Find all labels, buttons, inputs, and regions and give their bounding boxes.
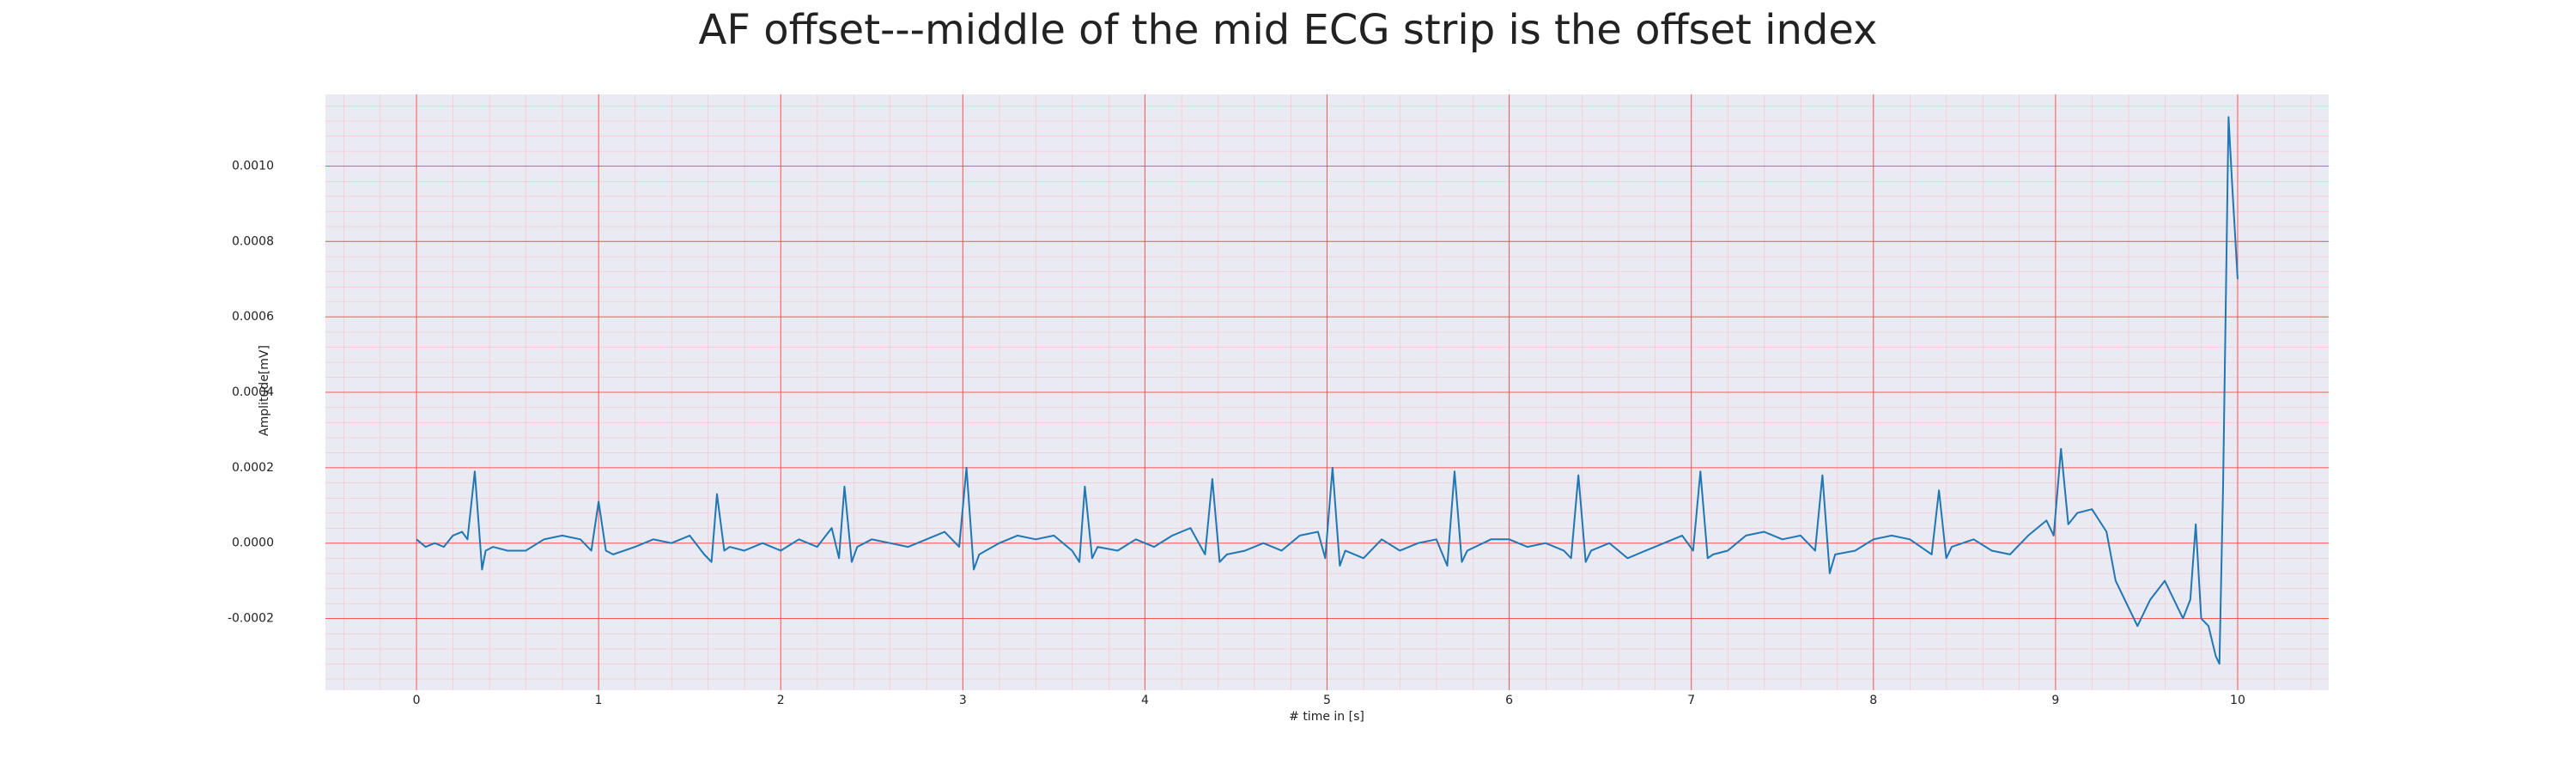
x-tick-label: 5 bbox=[1323, 694, 1331, 707]
x-tick-label: 3 bbox=[959, 694, 967, 707]
x-tick-label: 2 bbox=[777, 694, 785, 707]
y-tick-label: 0.0010 bbox=[232, 159, 274, 173]
x-tick-label: 9 bbox=[2051, 694, 2059, 707]
x-tick-label: 4 bbox=[1141, 694, 1149, 707]
y-tick-label: 0.0006 bbox=[232, 310, 274, 324]
y-tick-label: 0.0004 bbox=[232, 385, 274, 399]
x-tick-label: 6 bbox=[1505, 694, 1513, 707]
x-tick-label: 7 bbox=[1687, 694, 1695, 707]
y-tick-label: -0.0002 bbox=[228, 612, 274, 626]
x-axis-label: # time in [s] bbox=[1289, 710, 1364, 724]
y-tick-label: 0.0008 bbox=[232, 234, 274, 248]
x-tick-label: 8 bbox=[1869, 694, 1877, 707]
line-series bbox=[416, 116, 2239, 665]
y-tick-label: 0.0002 bbox=[232, 461, 274, 475]
y-axis-label: Amplitude[mV] bbox=[258, 345, 271, 436]
x-tick-label: 1 bbox=[595, 694, 603, 707]
x-tick-label: 10 bbox=[2230, 694, 2245, 707]
x-tick-label: 0 bbox=[413, 694, 421, 707]
y-tick-label: 0.0000 bbox=[232, 537, 274, 550]
chart-title: AF offset---middle of the mid ECG strip … bbox=[699, 6, 1878, 54]
